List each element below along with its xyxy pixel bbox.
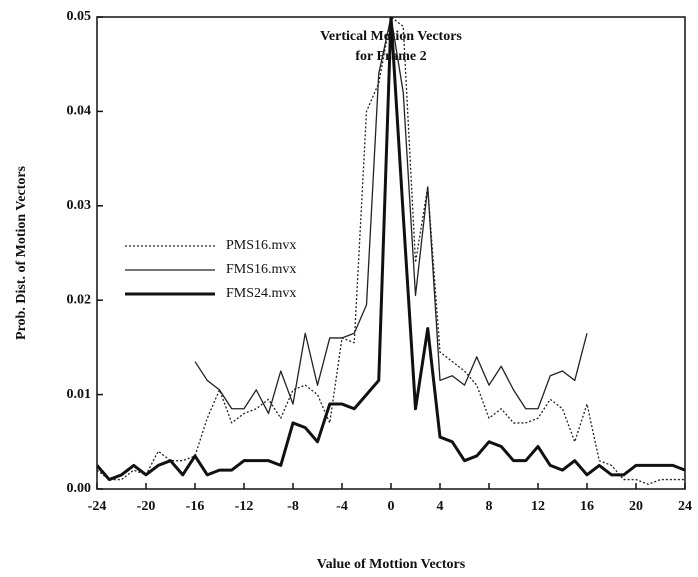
y-tick-label: 0.00 bbox=[67, 481, 92, 496]
y-tick-label: 0.04 bbox=[67, 104, 92, 119]
legend-label: FMS24.mvx bbox=[226, 286, 296, 301]
y-tick-label: 0.05 bbox=[67, 9, 92, 24]
x-tick-label: -16 bbox=[186, 499, 205, 514]
x-tick-label: -12 bbox=[235, 499, 254, 514]
legend-label: FMS16.mvx bbox=[226, 262, 296, 277]
x-tick-label: 16 bbox=[580, 499, 594, 514]
series-line bbox=[194, 17, 588, 415]
x-tick-label: -4 bbox=[336, 499, 348, 514]
x-tick-label: 24 bbox=[678, 499, 692, 514]
plot-frame bbox=[96, 16, 686, 490]
series-line bbox=[97, 17, 685, 485]
x-tick-label: 0 bbox=[388, 499, 395, 514]
x-tick-label: 4 bbox=[437, 499, 444, 514]
x-tick-label: -8 bbox=[287, 499, 299, 514]
x-tick-label: -20 bbox=[137, 499, 156, 514]
plot-lines bbox=[97, 17, 685, 485]
x-tick-label: 12 bbox=[531, 499, 545, 514]
series-line bbox=[97, 17, 685, 482]
y-tick-label: 0.03 bbox=[67, 198, 92, 213]
x-tick-label: 8 bbox=[486, 499, 493, 514]
legend-label: PMS16.mvx bbox=[226, 238, 296, 253]
x-tick-label: 20 bbox=[629, 499, 643, 514]
y-tick-label: 0.02 bbox=[67, 292, 92, 307]
x-tick-label: -24 bbox=[88, 499, 107, 514]
x-axis-label: Value of Mottion Vectors bbox=[317, 557, 466, 572]
y-tick-label: 0.01 bbox=[67, 387, 92, 402]
y-axis-label: Prob. Dist. of Motion Vectors bbox=[14, 165, 29, 339]
